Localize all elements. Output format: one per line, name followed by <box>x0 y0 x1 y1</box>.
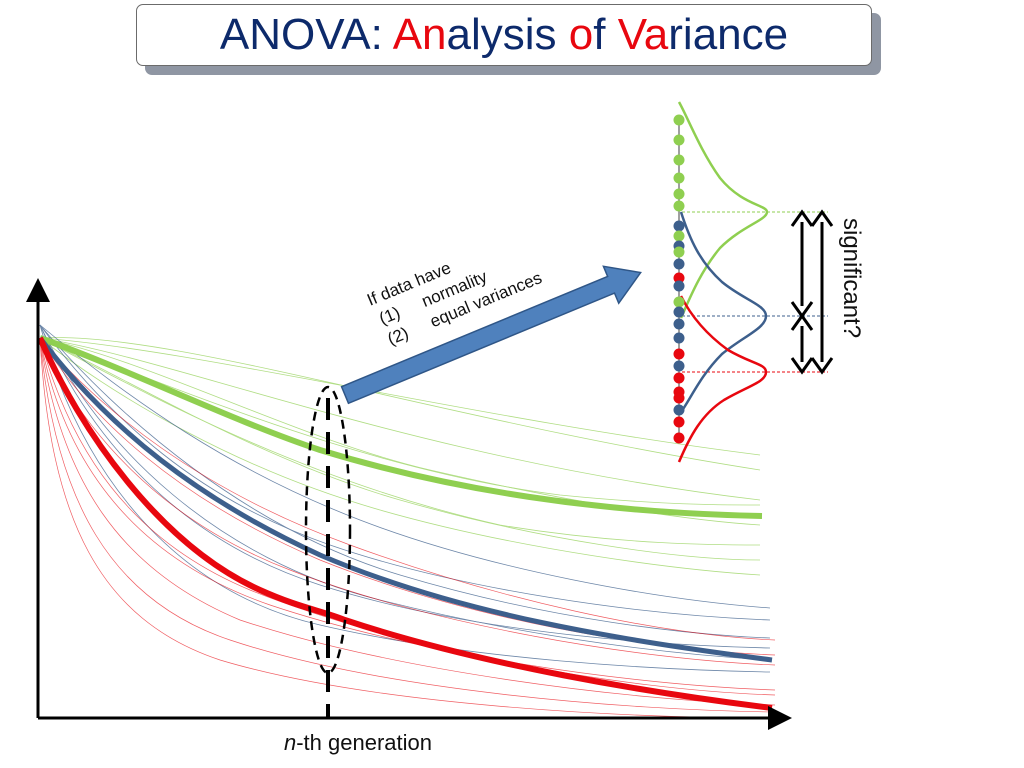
data-points <box>673 114 685 444</box>
green-density-curve <box>677 101 769 319</box>
red-mean-curve <box>37 336 773 711</box>
red-point <box>673 272 685 284</box>
red-thin-line <box>39 337 776 706</box>
red-point <box>673 372 685 384</box>
green-mean-curve <box>38 335 763 519</box>
x-axis-label-n: n <box>284 730 296 755</box>
blue-density-curve <box>679 211 768 413</box>
title-part-o: o <box>568 10 594 59</box>
right-arrow-icon <box>340 265 642 405</box>
blue-point <box>673 332 685 344</box>
green-point <box>673 246 685 258</box>
double-headed-arrow-icon <box>790 313 814 375</box>
significance-question: significant? <box>838 218 865 338</box>
blue-point <box>673 220 685 232</box>
green-thin-line <box>39 337 761 471</box>
red-point <box>673 348 685 360</box>
blue-point <box>673 318 685 330</box>
title-part-f: f <box>593 10 618 59</box>
green-thin-line <box>39 337 761 576</box>
blue-thin-line <box>39 324 771 639</box>
x-axis-label: n-th generation <box>284 730 432 755</box>
green-thin-line <box>39 337 761 501</box>
title-part-riance: riance <box>668 10 789 59</box>
red-density-curve <box>677 295 768 463</box>
red-thin-line <box>39 337 776 656</box>
red-thin-line <box>39 337 776 713</box>
blue-point <box>673 360 685 372</box>
blue-point <box>673 258 685 270</box>
blue-point <box>673 306 685 318</box>
title-part-an: An <box>392 10 447 59</box>
red-point <box>673 432 685 444</box>
green-point <box>673 154 685 166</box>
green-point <box>673 230 685 242</box>
red-trajectory-group <box>39 337 776 719</box>
green-point <box>673 200 685 212</box>
red-thin-line <box>39 337 776 666</box>
green-point <box>673 172 685 184</box>
green-thin-line <box>39 337 761 526</box>
condition-item2-num: (2) <box>385 323 411 349</box>
title-box: ANOVA: Analysis of Variance <box>136 4 872 66</box>
blue-mean-curve <box>38 336 773 663</box>
slide-title: ANOVA: Analysis of Variance <box>220 10 788 59</box>
blue-thin-line <box>39 324 771 609</box>
green-point <box>673 134 685 146</box>
title-part-alysis: alysis <box>446 10 569 59</box>
green-thin-line <box>39 337 761 456</box>
title-part-va: Va <box>617 10 669 59</box>
blue-thin-line <box>39 324 771 673</box>
title-part-anova: ANOVA: <box>219 10 393 59</box>
x-axis-label-rest: -th generation <box>296 730 432 755</box>
green-point <box>673 188 685 200</box>
blue-point <box>673 404 685 416</box>
red-thin-line <box>39 337 776 691</box>
green-thin-line <box>39 337 761 561</box>
red-point <box>673 416 685 428</box>
red-thin-line <box>39 337 776 719</box>
red-point <box>673 392 685 404</box>
green-point <box>673 114 685 126</box>
green-thin-line <box>39 337 761 546</box>
double-headed-arrow-icon <box>810 209 834 375</box>
double-headed-arrow-icon <box>790 209 814 319</box>
blue-point <box>673 280 685 292</box>
selection-ellipse <box>304 385 352 675</box>
green-point <box>673 296 685 308</box>
